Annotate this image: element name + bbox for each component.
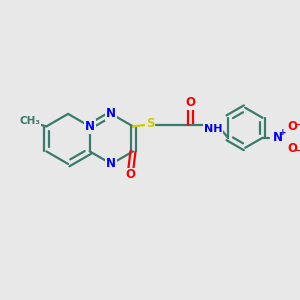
Text: NH: NH	[204, 124, 223, 134]
Text: −: −	[293, 120, 300, 129]
Text: S: S	[146, 117, 154, 130]
Text: N: N	[273, 131, 283, 144]
Text: −: −	[293, 146, 300, 155]
Text: O: O	[287, 120, 297, 134]
Text: N: N	[85, 120, 95, 133]
Text: O: O	[287, 142, 297, 155]
Text: O: O	[185, 96, 196, 109]
Text: O: O	[126, 169, 136, 182]
Text: N: N	[106, 158, 116, 170]
Text: CH₃: CH₃	[19, 116, 40, 126]
Text: N: N	[106, 107, 116, 120]
Text: +: +	[279, 128, 287, 137]
